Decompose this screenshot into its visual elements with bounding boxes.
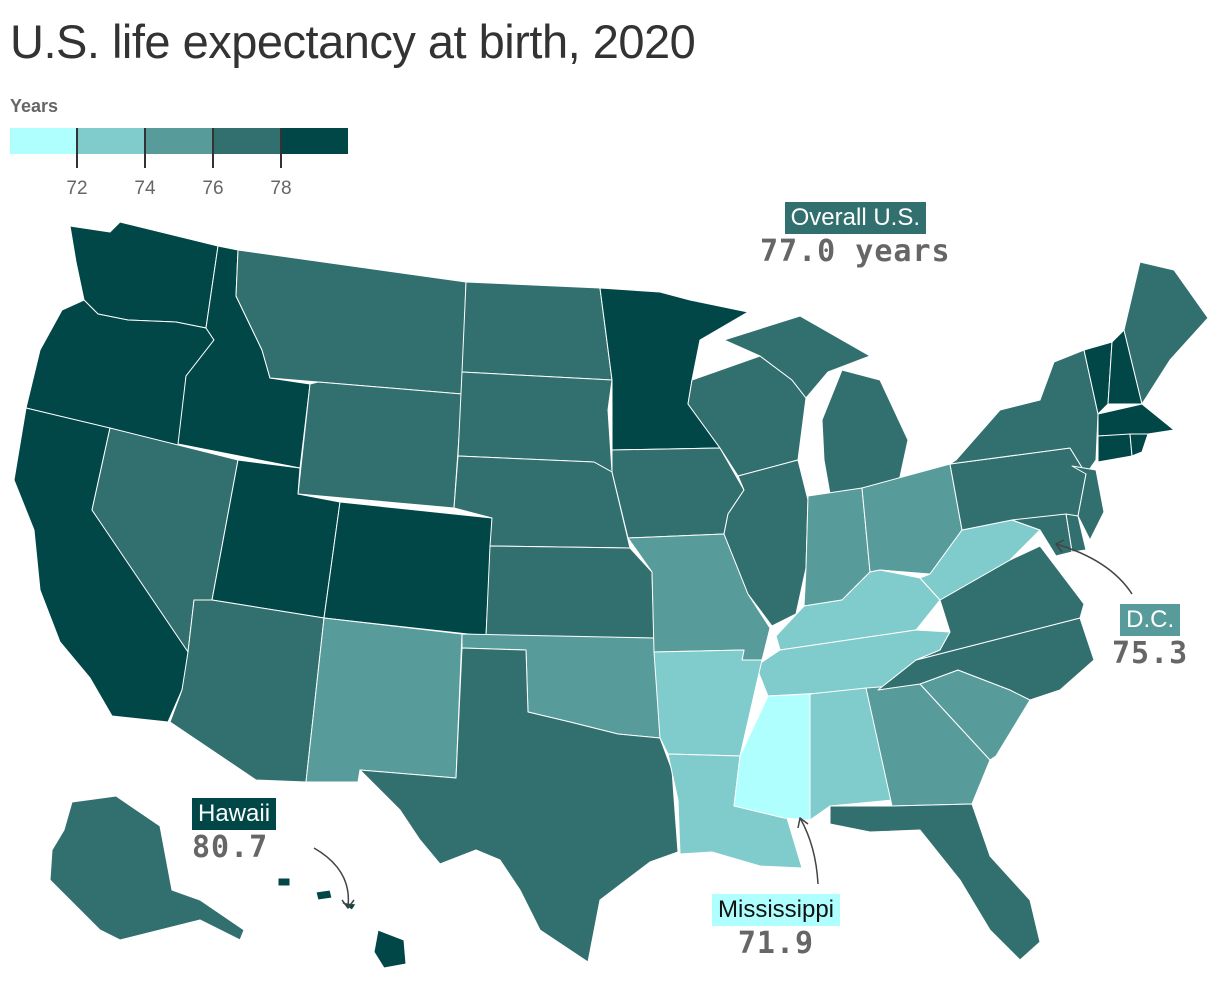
legend-tick-label: 74 <box>134 178 156 199</box>
state-connecticut[interactable] <box>1097 433 1133 463</box>
legend-tick-label: 78 <box>270 178 292 199</box>
state-iowa[interactable] <box>611 447 745 539</box>
mississippi-arrow <box>799 817 819 885</box>
state-new-mexico[interactable] <box>305 617 463 783</box>
legend-tick-label: 72 <box>66 178 88 199</box>
mississippi-arrowhead <box>797 817 809 829</box>
state-hawaii[interactable] <box>277 877 407 969</box>
state-arkansas[interactable] <box>653 649 763 757</box>
state-wyoming[interactable] <box>297 381 463 509</box>
legend-tick-label: 76 <box>202 178 224 199</box>
state-montana[interactable] <box>235 249 467 395</box>
legend-tick <box>144 128 146 168</box>
state-colorado[interactable] <box>323 501 493 637</box>
hawaii-label: Hawaii <box>192 798 277 830</box>
legend-tick <box>212 128 214 168</box>
dc-label: D.C. <box>1120 604 1181 636</box>
state-texas[interactable] <box>359 647 679 963</box>
state-kansas[interactable] <box>485 545 655 639</box>
dc-arrowhead <box>1055 539 1065 553</box>
state-alabama[interactable] <box>809 687 893 821</box>
legend-tick <box>280 128 282 168</box>
state-north-carolina[interactable] <box>877 617 1095 701</box>
mississippi-callout: Mississippi 71.9 <box>712 894 841 961</box>
state-florida[interactable] <box>829 803 1041 961</box>
dc-callout: D.C. 75.3 <box>1112 604 1188 671</box>
dc-value: 75.3 <box>1112 636 1189 671</box>
state-arizona[interactable] <box>169 599 325 783</box>
state-massachusetts[interactable] <box>1097 403 1175 437</box>
state-virginia[interactable] <box>915 545 1085 661</box>
mississippi-value: 71.9 <box>737 926 815 961</box>
state-rhode-island[interactable] <box>1129 433 1149 457</box>
legend-swatch-3 <box>145 128 213 154</box>
overall-us-callout: Overall U.S. 77.0 years <box>760 202 951 269</box>
mississippi-label: Mississippi <box>712 894 841 926</box>
state-north-dakota[interactable] <box>461 281 613 381</box>
overall-us-label: Overall U.S. <box>784 202 926 234</box>
hawaii-callout: Hawaii 80.7 <box>192 798 277 865</box>
hawaii-arrow <box>313 847 350 907</box>
dc-arrow <box>1055 543 1133 595</box>
color-legend: 72 74 76 78 <box>10 128 348 199</box>
legend-swatch-4 <box>212 128 281 154</box>
state-maine[interactable] <box>1123 261 1209 405</box>
legend-swatch-2 <box>77 128 146 154</box>
hawaii-value: 80.7 <box>192 830 269 865</box>
legend-swatch-5 <box>280 128 348 154</box>
state-new-jersey[interactable] <box>1071 465 1105 541</box>
legend-label: Years <box>10 96 59 116</box>
legend-tick <box>76 128 78 168</box>
overall-us-value: 77.0 years <box>760 234 951 269</box>
hawaii-arrowhead <box>341 899 355 909</box>
state-alaska[interactable] <box>49 795 245 941</box>
legend-swatch-1 <box>10 128 78 154</box>
page-title: U.S. life expectancy at birth, 2020 <box>10 15 696 68</box>
state-illinois[interactable] <box>723 459 809 627</box>
